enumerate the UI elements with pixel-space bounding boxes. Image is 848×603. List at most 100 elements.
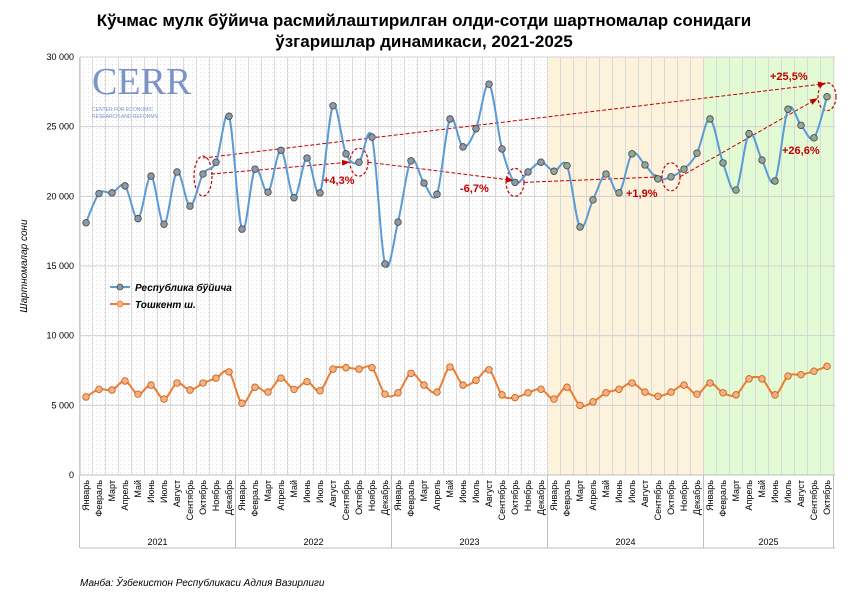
x-tick-label: Февраль xyxy=(250,480,260,517)
y-tick-label: 15 000 xyxy=(46,261,74,271)
data-point-republic xyxy=(732,186,740,194)
y-tick-label: 25 000 xyxy=(46,122,74,132)
x-tick-label: Март xyxy=(575,480,585,502)
x-tick-label: Февраль xyxy=(406,480,416,517)
svg-text:CERR: CERR xyxy=(92,61,192,103)
data-point-tashkent xyxy=(134,390,142,398)
data-point-republic xyxy=(394,218,402,226)
data-point-tashkent xyxy=(147,381,155,389)
data-point-tashkent xyxy=(316,387,324,395)
x-tick-label: Июль xyxy=(783,480,793,503)
x-tick-label: Июнь xyxy=(146,480,156,503)
x-tick-label: Апрель xyxy=(432,480,442,511)
data-point-republic xyxy=(316,189,324,197)
data-point-tashkent xyxy=(745,375,753,383)
data-point-tashkent xyxy=(290,385,298,394)
data-point-republic xyxy=(134,214,142,223)
chart-title: Кўчмас мулк бўйича расмийлаштирилган олд… xyxy=(0,10,848,52)
cerr-logo: CERR CENTER FOR ECONOMIC RESEARCH AND RE… xyxy=(92,61,192,120)
source-note: Манба: Ўзбекистон Республикаси Адлия Ваз… xyxy=(80,578,325,589)
data-point-tashkent xyxy=(368,364,376,372)
data-point-republic xyxy=(823,93,831,101)
data-point-tashkent xyxy=(446,363,454,371)
x-tick-label: Ноябрь xyxy=(367,480,377,512)
x-tick-label: Июнь xyxy=(302,480,312,503)
x-tick-label: Сентябрь xyxy=(653,480,663,521)
x-tick-label: Август xyxy=(328,480,338,507)
x-tick-label: Январь xyxy=(705,480,715,511)
data-point-republic xyxy=(563,161,571,170)
x-tick-label: Ноябрь xyxy=(679,480,689,512)
data-point-republic xyxy=(264,188,272,196)
data-point-republic xyxy=(108,189,116,197)
data-point-tashkent xyxy=(173,379,181,387)
x-tick-label: Июль xyxy=(627,480,637,503)
data-point-republic xyxy=(407,157,415,165)
data-point-tashkent xyxy=(628,379,636,387)
data-point-republic xyxy=(355,158,363,166)
data-point-tashkent xyxy=(277,374,285,382)
data-point-tashkent xyxy=(238,399,246,407)
data-point-tashkent xyxy=(680,381,688,389)
data-point-republic xyxy=(615,189,623,197)
x-tick-label: Май xyxy=(445,480,455,498)
data-point-tashkent xyxy=(719,389,727,397)
data-point-republic xyxy=(576,223,584,231)
data-point-tashkent xyxy=(537,385,545,394)
data-point-republic xyxy=(810,134,818,142)
data-point-tashkent xyxy=(732,391,740,399)
x-tick-label: Июль xyxy=(315,480,325,503)
x-tick-label: Октябрь xyxy=(666,480,676,515)
y-tick-label: 0 xyxy=(69,470,74,480)
data-point-republic xyxy=(342,150,350,158)
x-tick-label: Декабрь xyxy=(692,480,702,515)
data-point-republic xyxy=(212,158,220,166)
trend-arrow xyxy=(202,81,826,159)
data-point-tashkent xyxy=(264,388,272,396)
data-point-republic xyxy=(784,105,792,113)
data-point-tashkent xyxy=(563,383,571,391)
year-label: 2025 xyxy=(758,537,778,547)
y-tick-label: 20 000 xyxy=(46,191,74,201)
data-point-republic xyxy=(160,220,168,228)
data-point-tashkent xyxy=(758,375,766,383)
data-point-tashkent xyxy=(199,379,207,387)
data-point-tashkent xyxy=(797,370,805,379)
x-tick-label: Июль xyxy=(471,480,481,503)
data-point-republic xyxy=(277,146,285,155)
x-tick-label: Январь xyxy=(81,480,91,511)
data-point-tashkent xyxy=(82,393,90,401)
x-tick-label: Декабрь xyxy=(224,480,234,515)
data-point-tashkent xyxy=(433,388,441,396)
data-point-tashkent xyxy=(160,395,168,403)
data-point-tashkent xyxy=(823,362,831,371)
data-point-republic xyxy=(719,159,727,167)
x-tick-label: Август xyxy=(484,480,494,507)
data-point-republic xyxy=(693,149,701,157)
x-tick-label: Февраль xyxy=(562,480,572,517)
data-point-republic xyxy=(186,202,194,210)
data-point-republic xyxy=(797,121,805,129)
x-tick-label: Апрель xyxy=(744,480,754,511)
data-point-tashkent xyxy=(641,388,649,396)
x-tick-label: Март xyxy=(731,480,741,502)
change-label: +26,6% xyxy=(782,145,820,157)
change-label: +25,5% xyxy=(770,71,808,83)
data-point-republic xyxy=(537,158,545,166)
year-label: 2024 xyxy=(615,537,635,547)
data-point-republic xyxy=(420,179,428,187)
x-tick-label: Январь xyxy=(393,480,403,511)
x-tick-label: Сентябрь xyxy=(341,480,351,521)
data-point-republic xyxy=(147,172,155,180)
x-tick-label: Декабрь xyxy=(380,480,390,515)
data-point-republic xyxy=(511,178,519,187)
svg-text:RESEARCH AND REFORMS: RESEARCH AND REFORMS xyxy=(92,114,159,120)
data-point-republic xyxy=(667,173,675,181)
change-label: -6,7% xyxy=(460,183,489,195)
x-tick-label: Апрель xyxy=(276,480,286,511)
data-point-tashkent xyxy=(810,367,818,375)
data-point-tashkent xyxy=(225,368,233,376)
svg-text:CENTER FOR ECONOMIC: CENTER FOR ECONOMIC xyxy=(92,107,154,113)
change-label: +4,3% xyxy=(323,175,355,187)
x-tick-label: Ноябрь xyxy=(211,480,221,512)
